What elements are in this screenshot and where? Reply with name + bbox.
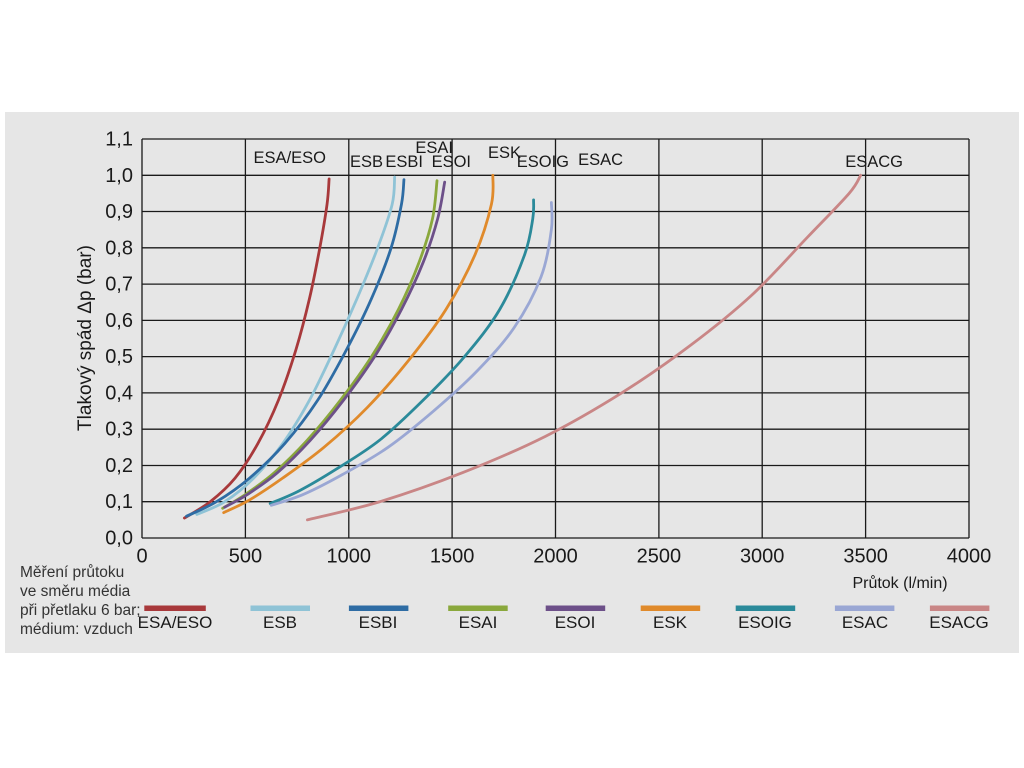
svg-text:ESA/ESO: ESA/ESO xyxy=(254,149,327,167)
svg-text:Měření průtoku: Měření průtoku xyxy=(20,564,124,581)
svg-text:ESACG: ESACG xyxy=(929,613,989,632)
svg-text:1,0: 1,0 xyxy=(105,165,133,187)
svg-text:0,1: 0,1 xyxy=(105,491,133,513)
svg-text:ESOI: ESOI xyxy=(555,613,596,632)
svg-text:0,3: 0,3 xyxy=(105,419,133,441)
svg-text:ESAI: ESAI xyxy=(459,613,498,632)
svg-text:0,6: 0,6 xyxy=(105,310,133,332)
svg-text:0,5: 0,5 xyxy=(105,346,133,368)
svg-text:ESK: ESK xyxy=(653,613,688,632)
svg-text:ESB: ESB xyxy=(263,613,297,632)
svg-text:3000: 3000 xyxy=(740,546,785,568)
svg-text:0,8: 0,8 xyxy=(105,237,133,259)
svg-text:0: 0 xyxy=(136,546,147,568)
svg-text:ESOIG: ESOIG xyxy=(517,153,569,171)
svg-text:0,0: 0,0 xyxy=(105,528,133,550)
svg-text:ESAC: ESAC xyxy=(578,151,623,169)
svg-text:0,2: 0,2 xyxy=(105,455,133,477)
svg-text:ESBI: ESBI xyxy=(359,613,398,632)
svg-text:1000: 1000 xyxy=(327,546,372,568)
svg-text:Průtok (l/min): Průtok (l/min) xyxy=(852,574,947,592)
svg-text:1,1: 1,1 xyxy=(105,129,133,151)
svg-text:0,9: 0,9 xyxy=(105,201,133,223)
svg-text:2000: 2000 xyxy=(533,546,578,568)
svg-text:ESOI: ESOI xyxy=(432,153,471,171)
svg-text:ESB: ESB xyxy=(350,153,383,171)
svg-text:1500: 1500 xyxy=(430,546,475,568)
svg-text:0,4: 0,4 xyxy=(105,382,133,404)
svg-text:ESOIG: ESOIG xyxy=(738,613,792,632)
svg-text:médium: vzduch: médium: vzduch xyxy=(20,621,133,638)
svg-text:ESA/ESO: ESA/ESO xyxy=(138,613,213,632)
svg-text:0,7: 0,7 xyxy=(105,274,133,296)
svg-text:2500: 2500 xyxy=(637,546,682,568)
svg-text:ESAC: ESAC xyxy=(842,613,888,632)
svg-text:3500: 3500 xyxy=(843,546,888,568)
svg-text:ESACG: ESACG xyxy=(845,153,903,171)
svg-text:při přetlaku 6 bar;: při přetlaku 6 bar; xyxy=(20,602,141,619)
svg-text:4000: 4000 xyxy=(947,546,992,568)
svg-text:Tlakový spád Δp (bar): Tlakový spád Δp (bar) xyxy=(75,245,96,431)
svg-text:500: 500 xyxy=(229,546,262,568)
svg-text:ve směru média: ve směru média xyxy=(20,583,131,600)
